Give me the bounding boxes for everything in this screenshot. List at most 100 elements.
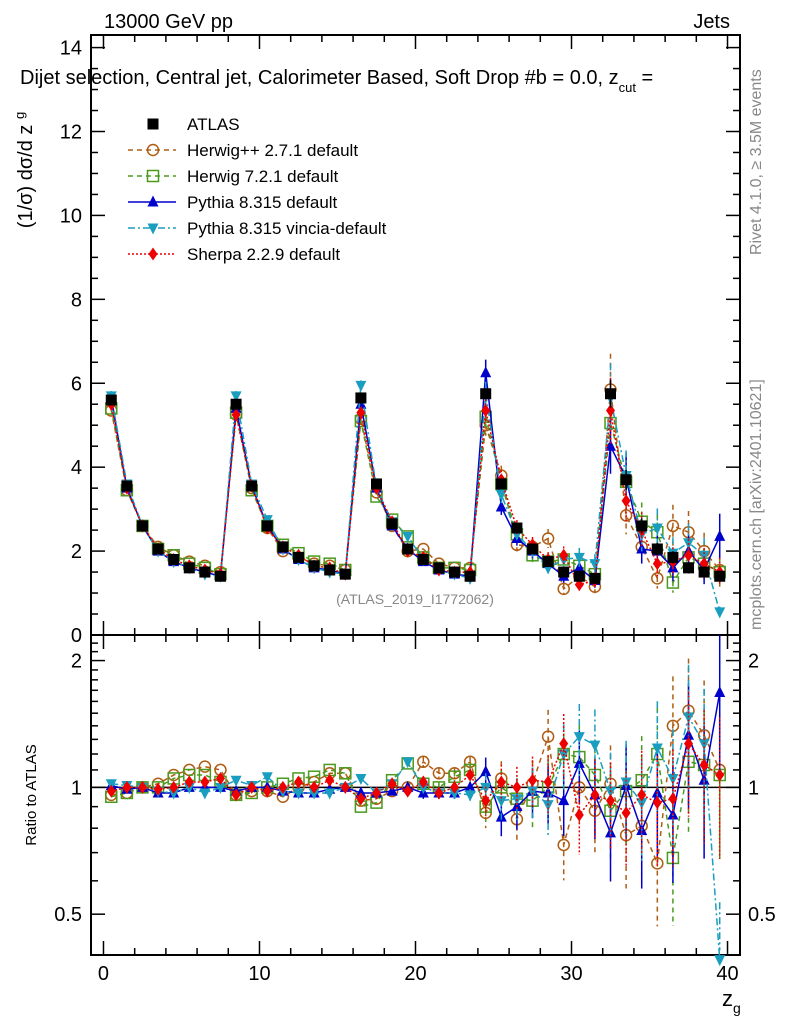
xlabel-subscript: g [733,1000,741,1016]
data-point [666,519,680,533]
main-ylabel-text: (1/σ) dσ/d z [15,125,37,229]
ratio-point [715,768,725,782]
ratio-xtick-label: 20 [404,963,426,985]
data-point [370,478,382,490]
data-point [714,570,726,582]
ratio-point [557,838,570,852]
xlabel: zg [722,986,741,1016]
header-left-label: 13000 GeV pp [104,11,233,33]
legend-label: Sherpa 2.2.9 default [187,245,340,264]
data-point [214,570,226,582]
ratio-series-line [111,741,721,817]
ylabel-subscript: g [12,112,27,119]
ratio-series-pythia-8-315-default [105,635,726,889]
data-point [324,564,336,576]
main-ytick-label: 10 [60,205,82,227]
ratio-point [558,794,570,806]
rivet-label: Rivet 4.1.0, ≥ 3.5M events [748,69,765,255]
main-ytick-label: 6 [71,373,82,395]
data-point [683,562,695,574]
legend-marker [148,247,158,261]
data-point [698,566,710,578]
legend-marker [147,118,159,130]
ratio-point [324,788,336,800]
ratio-point [542,800,554,812]
data-point [495,500,507,512]
ratio-point [450,780,460,794]
data-point [308,560,320,572]
data-point [651,523,663,535]
data-point [480,366,492,378]
ratio-point [481,794,491,808]
data-point [573,570,585,582]
ratio-point [541,730,555,743]
ratio-point [340,780,350,794]
series-line [110,408,721,585]
ratio-point [511,800,523,812]
ratio-point [168,788,180,800]
ratio-point [434,786,444,800]
ratio-point [606,794,616,808]
ratio-ytick-label-right: 0.5 [748,904,776,926]
ratio-point [620,777,632,789]
ratio-point [573,756,585,768]
ratio-point [668,792,678,806]
data-point [714,607,726,619]
ratio-point [262,784,272,798]
main-series-group [105,353,726,619]
data-point [433,562,445,574]
data-point [231,408,241,422]
data-point [620,474,632,486]
ratio-point [308,788,320,800]
ratio-point [527,786,539,798]
data-point [386,518,398,530]
ratio-axes: 0.5 0.51 12 20 10 20 30 40 [54,635,776,985]
data-point [402,543,414,555]
ratio-point [418,775,428,789]
legend-item: Sherpa 2.2.9 default [128,245,340,264]
data-point [605,388,617,400]
data-point [183,562,195,574]
series-herwig-7-2-1-default [105,392,726,593]
series-line [110,389,721,591]
data-point [621,494,631,508]
selection-title-tail: = [636,67,653,89]
ratio-xtick-label: 40 [716,963,738,985]
ratio-point [325,773,335,787]
ratio-ytick-label-right: 1 [748,777,759,799]
ratio-ytick-label: 2 [71,651,82,673]
main-ytick-label: 2 [71,541,82,563]
ratio-point [402,757,414,769]
data-point [557,582,570,596]
main-axes: 0 2 4 6 8 10 12 14 [60,35,740,647]
legend-item: Herwig++ 2.7.1 default [128,141,358,160]
data-point [230,391,242,403]
ratio-point [698,739,710,751]
ratio-point [699,758,709,772]
ratio-point [651,857,664,870]
ratio-point [573,732,585,744]
ratio-series-herwig-7-2-1-default [105,707,726,926]
data-point [651,543,663,555]
ratio-ytick-label: 1 [71,777,82,799]
ratio-point [371,786,381,800]
data-point [667,551,679,563]
ratio-ytick-label: 0.5 [54,904,82,926]
data-point [449,566,461,578]
ratio-point [543,775,553,789]
data-point [168,553,180,565]
data-point [261,520,273,532]
ratio-point [215,771,225,785]
ratio-point [339,767,352,780]
ratio-point [230,775,242,787]
ratio-point [309,780,319,794]
ratio-point [528,773,538,787]
ratio-point [589,740,601,752]
ratio-point [261,772,273,784]
ratio-point [247,780,257,794]
legend-item: ATLAS [147,115,240,134]
ratio-series-group [105,635,726,967]
data-point [292,551,304,563]
legend-label: Herwig 7.2.1 default [187,167,338,186]
ratio-point [464,780,476,792]
